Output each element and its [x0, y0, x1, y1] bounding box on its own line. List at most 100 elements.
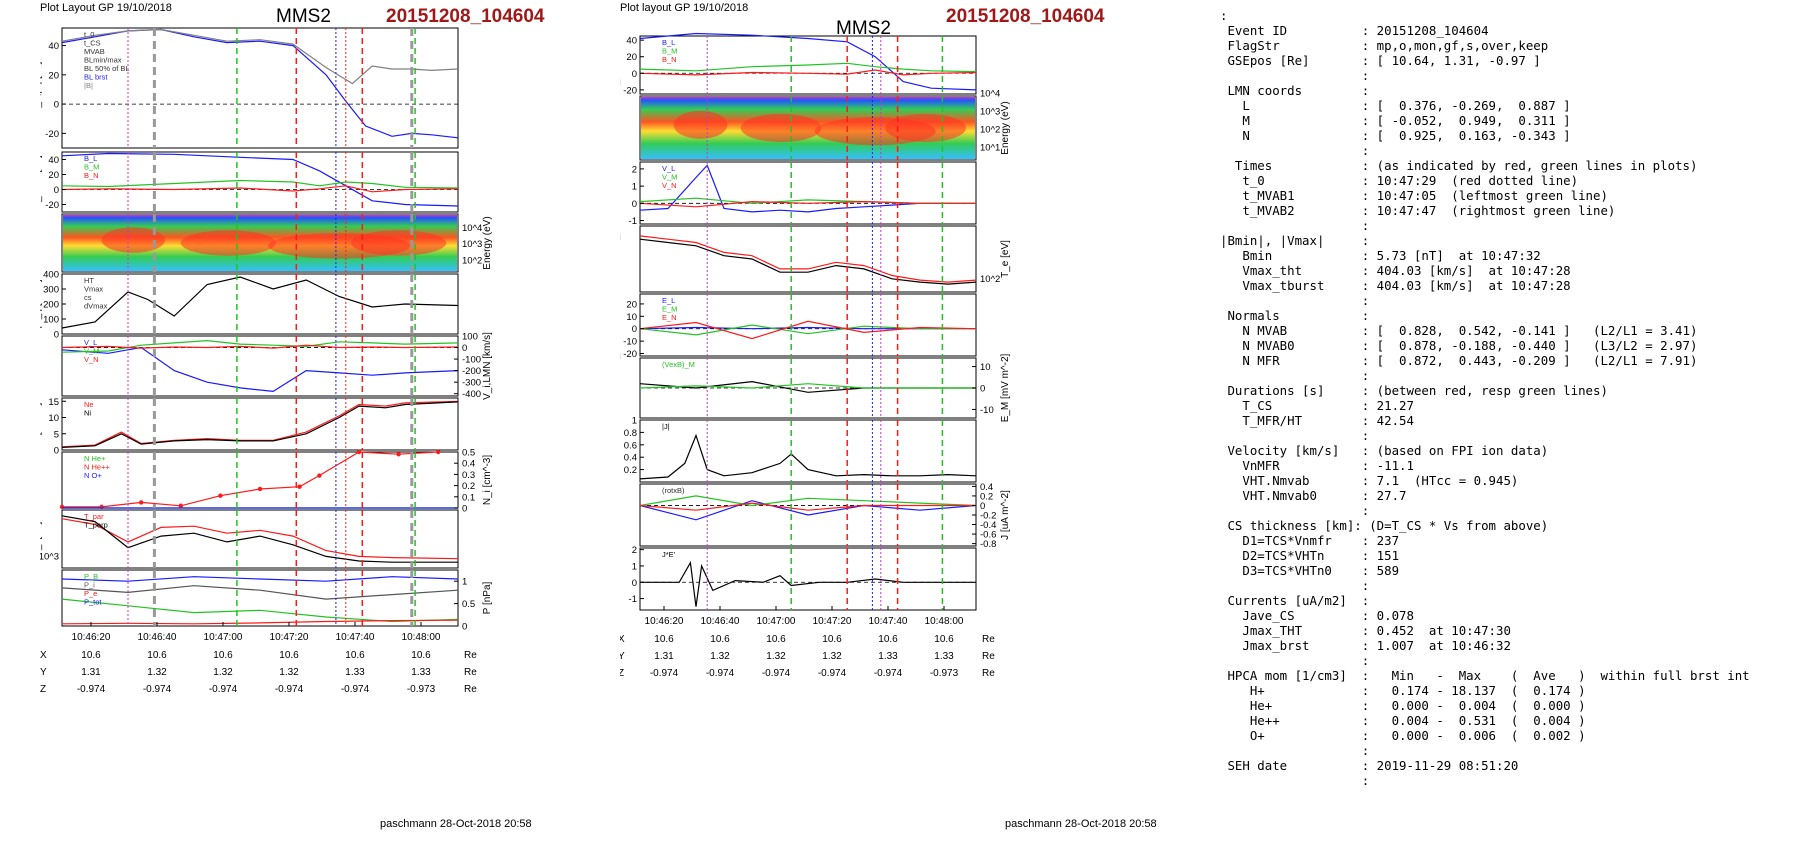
- info-line: N MVAB : [ 0.828, 0.542, -0.141 ] (L2/L1…: [1220, 323, 1698, 338]
- y-axis-label: P [nPa]: [482, 581, 493, 614]
- panel-frame: [61, 509, 459, 569]
- legend-entry: dVmax: [84, 302, 108, 311]
- y-tick-label: 10^4: [980, 89, 1000, 100]
- position-value: 1.31: [81, 667, 101, 678]
- y-tick-label: 10^2: [462, 255, 482, 266]
- data-point: [297, 484, 302, 489]
- series-line: [639, 62, 977, 73]
- position-value: -0.974: [650, 668, 679, 679]
- y-axis-label: Energy (eV): [482, 216, 493, 269]
- legend-entry: BL brst: [84, 73, 108, 82]
- legend-entry: cs: [84, 293, 92, 302]
- panel-middle-7: 0.20.4 0.60.81 |J| [uA m^-2] |J|: [620, 416, 977, 483]
- legend-entry: (VexB)_M: [662, 360, 695, 369]
- y-axis-label: E_LMN [mV m^-1]: [620, 284, 621, 366]
- x-tick-label: 10:46:40: [138, 632, 177, 643]
- legend-entry: V_N: [84, 355, 99, 364]
- data-point: [257, 486, 263, 492]
- legend-entry: E_L: [662, 296, 675, 305]
- data-point: [139, 500, 144, 505]
- x-tick-label: 10:47:20: [270, 632, 309, 643]
- legend-entry: B_N: [662, 55, 677, 64]
- y-tick-label: 0: [462, 343, 467, 354]
- position-value: -0.974: [818, 668, 847, 679]
- y-tick-label: -0.2: [980, 511, 996, 522]
- y-tick-label: -400: [462, 389, 481, 400]
- legend-entry: t_CS: [84, 39, 101, 48]
- legend-entry: V_N: [662, 181, 677, 190]
- legend-entry: |B|: [84, 81, 93, 90]
- position-value: 1.31: [654, 651, 674, 662]
- info-line: D1=TCS*Vnmfr : 237: [1220, 533, 1400, 548]
- y-tick-label: 10^2: [980, 124, 1000, 135]
- info-line: O+ : 0.000 - 0.006 ( 0.002 ): [1220, 728, 1586, 743]
- series-line: [639, 320, 977, 340]
- data-point: [436, 449, 441, 455]
- y-tick-label: -20: [623, 85, 637, 96]
- info-line: :: [1220, 68, 1370, 83]
- legend-entry: J*E': [662, 550, 676, 559]
- info-line: Durations [s] : (between red, resp green…: [1220, 383, 1608, 398]
- info-line: N : [ 0.925, 0.163, -0.343 ]: [1220, 128, 1571, 143]
- position-value: -0.974: [706, 668, 735, 679]
- info-line: t_MVAB1 : 10:47:05 (leftmost green line): [1220, 188, 1608, 203]
- series-line: [61, 344, 459, 349]
- event-title-middle: 20151208_104604: [946, 6, 1105, 27]
- y-tick-label: 10^3: [40, 551, 59, 562]
- panel-frame: [61, 335, 459, 397]
- y-tick-label: -20: [45, 200, 59, 211]
- y-tick-label: -20: [623, 349, 637, 360]
- position-value: 10.6: [81, 650, 101, 661]
- y-tick-label: 1: [462, 577, 467, 588]
- series-line: [639, 495, 977, 507]
- y-tick-label: -0.8: [980, 539, 996, 550]
- panel-frame: [61, 27, 459, 149]
- legend-entry: HT: [84, 276, 94, 285]
- spacecraft-title: MMS2: [276, 6, 331, 27]
- position-value: 10.6: [411, 650, 431, 661]
- position-value: 10.6: [878, 634, 898, 645]
- y-tick-label: 0.5: [462, 599, 475, 610]
- position-value: -0.973: [930, 668, 959, 679]
- position-unit: Re: [464, 684, 477, 695]
- layout-label: Plot Layout GP 19/10/2018: [40, 2, 172, 14]
- y-tick-label: 0: [980, 384, 985, 395]
- spectrogram-hot-region: [740, 113, 822, 143]
- info-line: CS thickness [km]: (D=T_CS * Vs from abo…: [1220, 518, 1549, 533]
- series-line: [61, 576, 459, 582]
- y-tick-label: 0.3: [462, 470, 475, 481]
- spacecraft-title-middle: MMS2: [836, 18, 891, 39]
- series-line: [61, 619, 459, 625]
- y-axis-label: N [cm^-3]: [40, 403, 43, 446]
- spectrogram-hot-region: [101, 227, 165, 253]
- panel-frame: [639, 35, 977, 95]
- legend-entry: (rotxB): [662, 486, 685, 495]
- legend-entry: B_M: [662, 47, 677, 56]
- event-info-panel: : Event ID : 20151208_104604 FlagStr : m…: [1220, 8, 1804, 828]
- info-line: Currents [uA/m2] :: [1220, 593, 1370, 608]
- info-line: t_0 : 10:47:29 (red dotted line): [1220, 173, 1579, 188]
- panel-frame: [61, 151, 459, 213]
- y-tick-label: 10: [48, 413, 59, 424]
- footer-credit: paschmann 28-Oct-2018 20:58: [380, 818, 532, 830]
- info-line: :: [1220, 503, 1370, 518]
- spectrogram-hot-region: [351, 230, 447, 256]
- position-value: 1.33: [878, 651, 898, 662]
- legend-entry: N O+: [84, 471, 102, 480]
- y-tick-label: -300: [462, 378, 481, 389]
- y-axis-label: B_LMN [nT]: [620, 38, 621, 92]
- panel-middle-3: -1 0 1 2 V_e LMN [km/s] (x10^3) V_LV_MV_N: [620, 140, 977, 246]
- panel-left-7: 00.10.20.30.40.5 N_i [cm^-3] N He+N He++N …: [59, 448, 493, 515]
- series-line: [61, 339, 459, 353]
- y-tick-label: 20: [48, 170, 59, 181]
- info-line: LMN coords :: [1220, 83, 1370, 98]
- y-tick-label: 1: [632, 561, 637, 572]
- x-tick-label: 10:47:20: [813, 616, 852, 627]
- y-tick-label: 40: [626, 36, 637, 47]
- y-tick-label: 0: [632, 199, 637, 210]
- y-tick-label: 0.2: [462, 481, 475, 492]
- panel-left-9: 0 0.5 1 P [nPa] P_BP_iP_eP_tot: [61, 569, 493, 633]
- y-tick-label: 0.4: [462, 459, 475, 470]
- info-line: :: [1220, 773, 1370, 788]
